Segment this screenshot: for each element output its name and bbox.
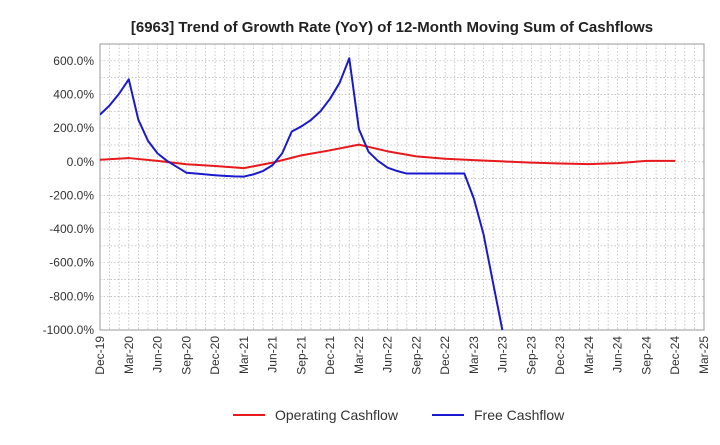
x-tick-label: Jun-24 xyxy=(611,336,625,373)
series-line-operating-cashflow xyxy=(100,143,676,170)
series-line-free-cashflow xyxy=(100,57,504,330)
y-tick-label: 200.0% xyxy=(53,121,94,135)
y-tick-label: 600.0% xyxy=(53,54,94,68)
x-tick-label: Mar-22 xyxy=(352,336,366,374)
legend-operating-label: Operating Cashflow xyxy=(275,407,399,423)
y-tick-label: 400.0% xyxy=(53,87,94,101)
x-tick-label: Dec-20 xyxy=(208,336,222,375)
x-tick-label: Sep-21 xyxy=(294,336,308,375)
x-tick-label: Sep-23 xyxy=(524,336,538,375)
y-tick-label: -400.0% xyxy=(49,222,94,236)
x-tick-label: Jun-21 xyxy=(266,336,280,373)
x-tick-label: Dec-22 xyxy=(438,336,452,375)
x-tick-label: Jun-22 xyxy=(381,336,395,373)
x-tick-label: Dec-19 xyxy=(93,336,107,375)
x-tick-label: Mar-25 xyxy=(697,336,711,374)
x-tick-label: Jun-23 xyxy=(496,336,510,373)
x-tick-label: Dec-23 xyxy=(553,336,567,375)
y-tick-label: -1000.0% xyxy=(43,323,95,337)
legend: Operating Cashflow Free Cashflow xyxy=(233,407,565,423)
chart-title: [6963] Trend of Growth Rate (YoY) of 12-… xyxy=(131,19,653,36)
axis-layer: 600.0% 400.0% 200.0% 0.0% -200.0% -400.0% -600… xyxy=(43,54,711,375)
x-tick-label: Mar-21 xyxy=(237,336,251,374)
x-tick-label: Sep-24 xyxy=(639,336,653,375)
x-tick-label: Dec-21 xyxy=(323,336,337,375)
y-tick-label: -800.0% xyxy=(49,289,94,303)
x-tick-label: Sep-20 xyxy=(179,336,193,375)
x-tick-label: Mar-24 xyxy=(582,336,596,374)
plot-area xyxy=(99,43,705,331)
x-tick-label: Mar-20 xyxy=(122,336,136,374)
x-tick-label: Dec-24 xyxy=(668,336,682,375)
y-tick-label: 0.0% xyxy=(67,155,95,169)
legend-free-label: Free Cashflow xyxy=(474,407,565,423)
x-tick-label: Mar-23 xyxy=(467,336,481,374)
x-tick-label: Jun-20 xyxy=(151,336,165,373)
x-tick-label: Sep-22 xyxy=(409,336,423,375)
y-tick-label: -600.0% xyxy=(49,256,94,270)
grid-layer xyxy=(99,43,705,331)
y-tick-label: -200.0% xyxy=(49,188,94,202)
series-layer xyxy=(100,57,676,330)
